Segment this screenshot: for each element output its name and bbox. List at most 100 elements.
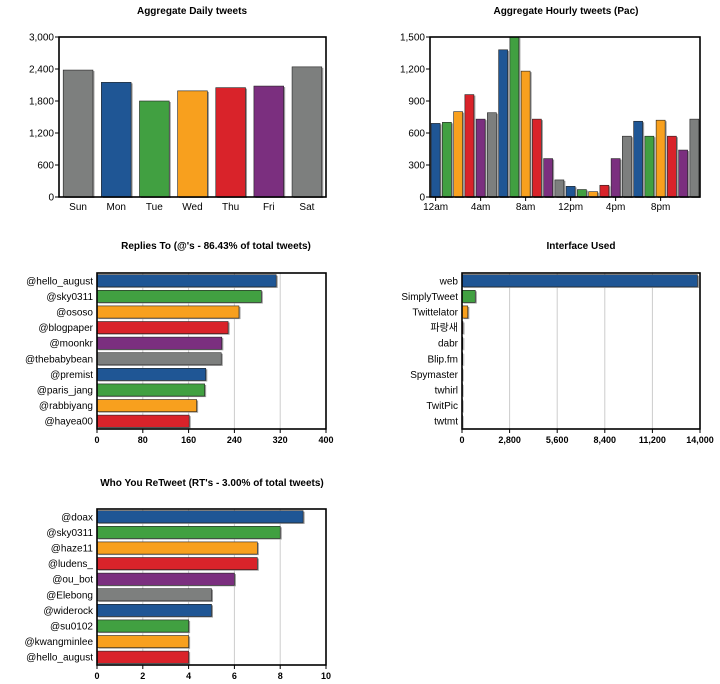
bar-hour-4 (475, 118, 486, 198)
bar-6 (96, 368, 207, 381)
x-tick-label: 8pm (651, 202, 670, 213)
x-tick-label: 12am (423, 202, 448, 213)
y-category-label: @paris_jang (37, 386, 93, 397)
bar-hour-2 (453, 111, 463, 198)
y-category-label: dabr (438, 339, 459, 350)
bar-hour-11 (554, 179, 565, 198)
x-tick-label: 2 (140, 671, 145, 681)
y-category-label: @sky0311 (46, 292, 93, 303)
bar-1 (461, 290, 476, 303)
x-tick-label: 320 (273, 435, 288, 445)
plot-frame (58, 36, 327, 198)
y-category-label: Blip.fm (427, 354, 458, 365)
y-category-label: @blogpaper (38, 323, 93, 334)
y-tick-label: 1,500 (400, 33, 425, 44)
bar-hour-7 (509, 36, 520, 198)
chart-title: Replies To (@'s - 86.43% of total tweets… (121, 241, 311, 252)
bar-hour-20 (655, 119, 666, 198)
x-tick-label: 11,200 (639, 435, 666, 445)
bar-sat (291, 66, 323, 198)
bar-hour-5 (487, 112, 497, 198)
x-tick-label: 80 (138, 435, 148, 445)
chart-title: Interface Used (547, 241, 616, 252)
x-tick-label: 160 (181, 435, 196, 445)
bar-hour-8 (520, 70, 531, 198)
y-category-label: @ou_bot (52, 575, 93, 586)
bar-hour-15 (599, 184, 610, 198)
bar-1 (96, 290, 262, 303)
y-category-label: 파랑새 (430, 322, 458, 334)
x-tick-label: 400 (318, 435, 333, 445)
bar-4-shadow (463, 338, 465, 351)
bar-mon (101, 82, 132, 198)
y-category-label: SimplyTweet (401, 292, 458, 303)
x-tick-label: Sun (69, 202, 87, 213)
bar-2 (96, 305, 240, 319)
bar-6 (96, 604, 212, 617)
bar-hour-16 (610, 158, 621, 198)
bar-3 (96, 557, 258, 570)
y-tick-label: 300 (408, 161, 425, 172)
plot-frame (96, 508, 327, 666)
bar-9-shadow (463, 416, 464, 429)
y-tick-label: 1,200 (29, 129, 54, 140)
x-tick-label: Tue (146, 202, 163, 213)
plot-frame (429, 36, 701, 198)
chart-title: Aggregate Daily tweets (137, 6, 247, 17)
bar-3-shadow (463, 322, 465, 335)
bar-hour-21 (667, 135, 677, 198)
y-tick-label: 2,400 (29, 65, 54, 76)
bar-8 (96, 635, 189, 648)
y-category-label: @thebabybean (25, 354, 93, 365)
chart-title: Who You ReTweet (RT's - 3.00% of total t… (100, 478, 324, 489)
y-category-label: @kwangminlee (24, 637, 93, 648)
y-category-label: @hello_august (26, 276, 93, 287)
y-category-label: web (439, 276, 459, 287)
x-tick-label: Mon (106, 202, 125, 213)
y-category-label: @ludens_ (48, 559, 94, 570)
y-category-label: @Elebong (46, 590, 93, 601)
y-category-label: @haze11 (51, 544, 94, 555)
bar-fri (253, 85, 284, 198)
bar-3 (96, 321, 229, 334)
x-tick-label: 4pm (606, 202, 625, 213)
x-tick-label: 8,400 (594, 435, 617, 445)
plot-frame (461, 272, 701, 430)
plot-frame (96, 272, 327, 430)
bar-hour-12 (565, 186, 576, 198)
y-tick-label: 1,200 (400, 65, 425, 76)
x-tick-label: Wed (182, 202, 202, 213)
bar-0 (96, 510, 304, 524)
bar-thu (215, 87, 246, 198)
y-category-label: @doax (61, 512, 93, 523)
y-category-label: Spymaster (410, 370, 458, 381)
x-tick-label: 0 (459, 435, 464, 445)
bar-2 (96, 541, 258, 555)
bar-hour-22 (678, 149, 688, 198)
y-category-label: @sky0311 (46, 528, 93, 539)
x-tick-label: 240 (227, 435, 242, 445)
bar-5 (96, 352, 222, 366)
bar-0 (96, 274, 277, 288)
y-category-label: @hello_august (26, 653, 93, 664)
bar-sun (62, 69, 94, 198)
y-tick-label: 600 (37, 161, 54, 172)
bar-hour-23 (689, 118, 700, 198)
x-tick-label: 8am (516, 202, 535, 213)
bar-hour-17 (622, 135, 632, 198)
y-category-label: @ososo (56, 308, 93, 319)
bar-hour-13 (577, 189, 587, 198)
x-tick-label: Sat (299, 202, 314, 213)
bar-8-shadow (463, 400, 464, 413)
bar-1 (96, 526, 281, 539)
y-category-label: @widerock (43, 606, 94, 617)
bar-hour-10 (543, 158, 553, 198)
bar-4 (96, 572, 235, 586)
x-tick-label: 0 (94, 671, 99, 681)
y-category-label: @rabbiyang (39, 401, 93, 412)
bar-hour-3 (464, 94, 475, 198)
x-tick-label: Thu (222, 202, 239, 213)
bar-8 (96, 399, 197, 412)
